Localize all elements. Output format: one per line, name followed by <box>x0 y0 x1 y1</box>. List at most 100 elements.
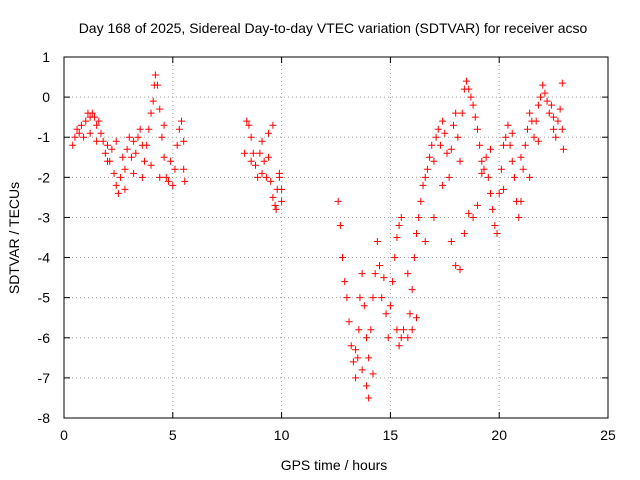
data-point <box>127 153 135 161</box>
y-tick-label: -3 <box>38 209 51 225</box>
data-point <box>421 173 429 181</box>
data-point <box>482 153 490 161</box>
data-point <box>241 149 249 157</box>
data-point <box>90 113 98 121</box>
data-point <box>463 77 471 85</box>
x-tick-label: 0 <box>60 427 68 443</box>
data-point <box>104 141 112 149</box>
data-point <box>550 113 558 121</box>
data-point <box>508 129 516 137</box>
data-point <box>365 354 373 362</box>
data-point <box>532 117 540 125</box>
data-point <box>467 93 475 101</box>
data-point <box>430 157 438 165</box>
data-point <box>541 89 549 97</box>
data-point <box>486 145 494 153</box>
data-point <box>134 133 142 141</box>
data-point <box>469 213 477 221</box>
data-point <box>73 125 81 133</box>
data-point <box>395 342 403 350</box>
data-point <box>406 310 414 318</box>
data-point <box>125 133 133 141</box>
data-point <box>443 149 451 157</box>
data-point <box>247 157 255 165</box>
data-point <box>447 145 455 153</box>
data-point <box>145 125 153 133</box>
data-point <box>88 109 96 117</box>
data-point <box>408 286 416 294</box>
data-point <box>439 117 447 125</box>
data-point <box>380 274 388 282</box>
data-point <box>445 173 453 181</box>
data-point <box>349 358 357 366</box>
data-point <box>132 149 140 157</box>
data-point <box>121 165 129 173</box>
data-point <box>419 181 427 189</box>
data-point <box>86 129 94 137</box>
data-point <box>530 133 538 141</box>
data-point <box>352 374 360 382</box>
data-point <box>343 294 351 302</box>
data-point <box>434 125 442 133</box>
data-point <box>267 177 275 185</box>
data-point <box>554 117 562 125</box>
x-tick-label: 25 <box>600 427 616 443</box>
y-tick-label: -1 <box>38 129 51 145</box>
data-point <box>104 157 112 165</box>
data-point <box>432 133 440 141</box>
data-point <box>272 205 280 213</box>
data-point <box>80 133 88 141</box>
data-point <box>489 205 497 213</box>
data-point <box>410 254 418 262</box>
data-point <box>441 129 449 137</box>
data-point <box>278 185 286 193</box>
data-point <box>558 79 566 87</box>
data-point <box>367 326 375 334</box>
data-point <box>151 71 159 79</box>
data-point <box>119 153 127 161</box>
data-point <box>397 213 405 221</box>
data-point <box>275 169 283 177</box>
x-tick-label: 10 <box>274 427 290 443</box>
data-point <box>556 105 564 113</box>
data-point <box>99 137 107 145</box>
data-point <box>341 278 349 286</box>
data-point <box>378 294 386 302</box>
data-point <box>539 81 547 89</box>
data-point <box>112 181 120 189</box>
data-point <box>136 125 144 133</box>
y-axis-label: SDTVAR / TECUs <box>6 182 22 294</box>
data-point <box>249 149 257 157</box>
grid <box>64 57 608 418</box>
y-tick-label: -2 <box>38 169 51 185</box>
data-point <box>243 117 251 125</box>
data-point <box>345 318 353 326</box>
data-points <box>69 71 567 402</box>
data-point <box>371 270 379 278</box>
data-point <box>558 125 566 133</box>
data-point <box>537 93 545 101</box>
data-point <box>417 197 425 205</box>
data-point <box>454 133 462 141</box>
data-point <box>181 177 189 185</box>
y-tick-label: -4 <box>38 250 51 266</box>
data-point <box>258 169 266 177</box>
plot-frame <box>63 56 609 419</box>
data-point <box>450 121 458 129</box>
data-point <box>162 173 170 181</box>
data-point <box>534 101 542 109</box>
data-point <box>75 129 83 137</box>
y-tick-label: 1 <box>42 49 50 65</box>
data-point <box>93 137 101 145</box>
data-point <box>458 109 466 117</box>
data-point <box>356 294 364 302</box>
data-point <box>121 185 129 193</box>
data-point <box>156 105 164 113</box>
data-point <box>502 133 510 141</box>
data-point <box>355 326 363 334</box>
y-tick-label: -6 <box>38 330 51 346</box>
data-point <box>158 133 166 141</box>
data-point <box>180 165 188 173</box>
data-point <box>169 181 177 189</box>
data-point <box>101 149 109 157</box>
